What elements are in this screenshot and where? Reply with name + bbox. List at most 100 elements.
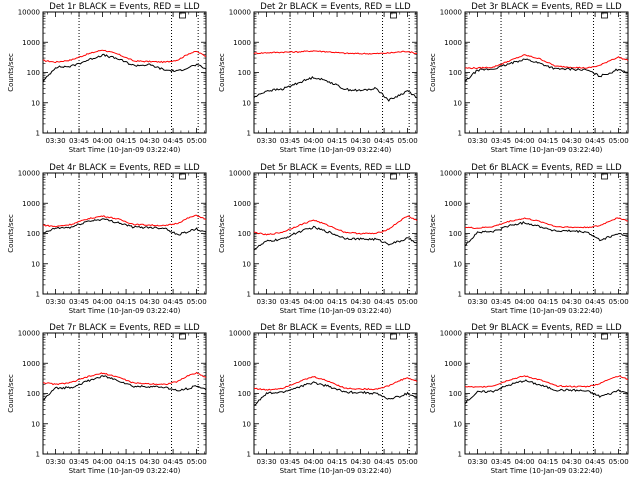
event-rate-line <box>464 379 629 404</box>
detector-panel-7: Det 7r BLACK = Events, RED = LLD 1 10 100 10… <box>7 323 207 475</box>
y-tick-label: 1 <box>247 291 251 299</box>
y-tick-label: 10 <box>453 260 462 268</box>
y-tick-label: 1000 <box>22 200 40 208</box>
y-tick-label: 100 <box>449 230 462 238</box>
y-axis-label: Counts/sec <box>7 53 15 92</box>
y-tick-label: 100 <box>27 230 40 238</box>
x-tick-label: 04:15 <box>116 298 136 306</box>
x-tick-label: 03:30 <box>45 458 65 466</box>
y-tick-label: 100 <box>238 69 251 77</box>
saa-marker <box>179 12 186 19</box>
panel-title: Det 3r BLACK = Events, RED = LLD <box>471 2 622 12</box>
y-tick-label: 10000 <box>440 170 462 178</box>
plot-frame <box>42 332 207 455</box>
lld-rate-line <box>253 376 418 391</box>
y-axis-label: Counts/sec <box>7 374 15 413</box>
y-tick-label: 10 <box>31 99 40 107</box>
saa-marker <box>601 12 608 19</box>
event-rate-line <box>253 75 418 102</box>
y-tick-label: 10000 <box>18 330 40 338</box>
y-tick-label: 1000 <box>233 200 251 208</box>
x-tick-label: 04:15 <box>116 137 136 145</box>
lld-rate-line <box>464 54 629 70</box>
plot-frame <box>253 332 418 455</box>
lld-rate-line <box>253 50 418 55</box>
x-tick-label: 05:00 <box>398 458 418 466</box>
event-rate-line <box>42 218 207 236</box>
saa-marker <box>179 173 186 180</box>
x-tick-label: 04:45 <box>585 458 605 466</box>
x-tick-label: 03:30 <box>45 298 65 306</box>
panel-title: Det 5r BLACK = Events, RED = LLD <box>260 163 411 173</box>
y-tick-label: 1 <box>36 451 40 459</box>
x-tick-label: 04:30 <box>561 298 581 306</box>
x-axis-label: Start Time (10-Jan-09 03:22:40) <box>280 307 392 315</box>
y-tick-label: 10000 <box>440 9 462 17</box>
y-tick-label: 100 <box>27 69 40 77</box>
lld-rate-line <box>464 217 629 230</box>
x-tick-label: 03:45 <box>491 137 511 145</box>
y-tick-label: 100 <box>238 230 251 238</box>
x-tick-label: 03:45 <box>280 458 300 466</box>
panel-title: Det 1r BLACK = Events, RED = LLD <box>49 2 200 12</box>
y-tick-label: 100 <box>449 69 462 77</box>
x-tick-label: 04:00 <box>92 458 112 466</box>
x-tick-label: 04:45 <box>163 458 183 466</box>
x-tick-label: 04:45 <box>374 458 394 466</box>
x-axis-label: Start Time (10-Jan-09 03:22:40) <box>69 146 181 154</box>
x-tick-label: 05:00 <box>398 298 418 306</box>
x-tick-label: 03:30 <box>45 137 65 145</box>
saa-marker <box>390 333 397 340</box>
x-tick-label: 04:45 <box>374 137 394 145</box>
plot-frame <box>42 11 207 134</box>
x-tick-label: 04:15 <box>327 137 347 145</box>
x-axis-label: Start Time (10-Jan-09 03:22:40) <box>69 307 181 315</box>
plot-frame <box>464 172 629 295</box>
x-tick-label: 05:00 <box>398 137 418 145</box>
x-tick-label: 04:30 <box>350 137 370 145</box>
x-tick-label: 04:15 <box>327 298 347 306</box>
detector-panel-8: Det 8r BLACK = Events, RED = LLD 1 10 100 10… <box>218 323 418 475</box>
y-tick-label: 10000 <box>18 170 40 178</box>
panel-title: Det 2r BLACK = Events, RED = LLD <box>260 2 411 12</box>
detector-panel-4: Det 4r BLACK = Events, RED = LLD 1 10 100 10… <box>7 163 207 315</box>
x-tick-label: 03:45 <box>280 298 300 306</box>
x-axis-label: Start Time (10-Jan-09 03:22:40) <box>280 467 392 475</box>
y-tick-label: 10 <box>31 260 40 268</box>
y-tick-label: 1 <box>36 291 40 299</box>
x-tick-label: 05:00 <box>187 458 207 466</box>
x-tick-label: 04:00 <box>303 458 323 466</box>
y-tick-label: 1000 <box>444 360 462 368</box>
y-tick-label: 10 <box>242 420 251 428</box>
x-tick-label: 04:45 <box>163 137 183 145</box>
x-tick-label: 04:15 <box>538 458 558 466</box>
detector-panel-9: Det 9r BLACK = Events, RED = LLD 1 10 100 10… <box>429 323 629 475</box>
x-tick-label: 05:00 <box>609 458 629 466</box>
y-tick-label: 1000 <box>444 200 462 208</box>
y-tick-label: 100 <box>27 390 40 398</box>
y-tick-label: 1 <box>36 130 40 138</box>
x-tick-label: 04:45 <box>163 298 183 306</box>
x-tick-label: 04:00 <box>92 137 112 145</box>
x-tick-label: 04:30 <box>139 298 159 306</box>
x-tick-label: 04:45 <box>585 298 605 306</box>
x-tick-label: 04:45 <box>374 298 394 306</box>
y-tick-label: 10 <box>453 99 462 107</box>
x-tick-label: 05:00 <box>609 137 629 145</box>
x-axis-label: Start Time (10-Jan-09 03:22:40) <box>69 467 181 475</box>
x-tick-label: 04:00 <box>514 298 534 306</box>
y-tick-label: 100 <box>449 390 462 398</box>
x-tick-label: 03:30 <box>256 137 276 145</box>
x-axis-label: Start Time (10-Jan-09 03:22:40) <box>491 307 603 315</box>
lld-rate-line <box>42 49 207 64</box>
x-tick-label: 04:15 <box>538 137 558 145</box>
x-tick-label: 04:00 <box>514 137 534 145</box>
plot-frame <box>464 332 629 455</box>
panel-title: Det 7r BLACK = Events, RED = LLD <box>49 323 200 333</box>
detector-panel-5: Det 5r BLACK = Events, RED = LLD 1 10 100 10… <box>218 163 418 315</box>
y-tick-label: 10000 <box>440 330 462 338</box>
lld-rate-line <box>464 375 629 388</box>
y-axis-label: Counts/sec <box>429 214 437 253</box>
x-tick-label: 04:15 <box>327 458 347 466</box>
